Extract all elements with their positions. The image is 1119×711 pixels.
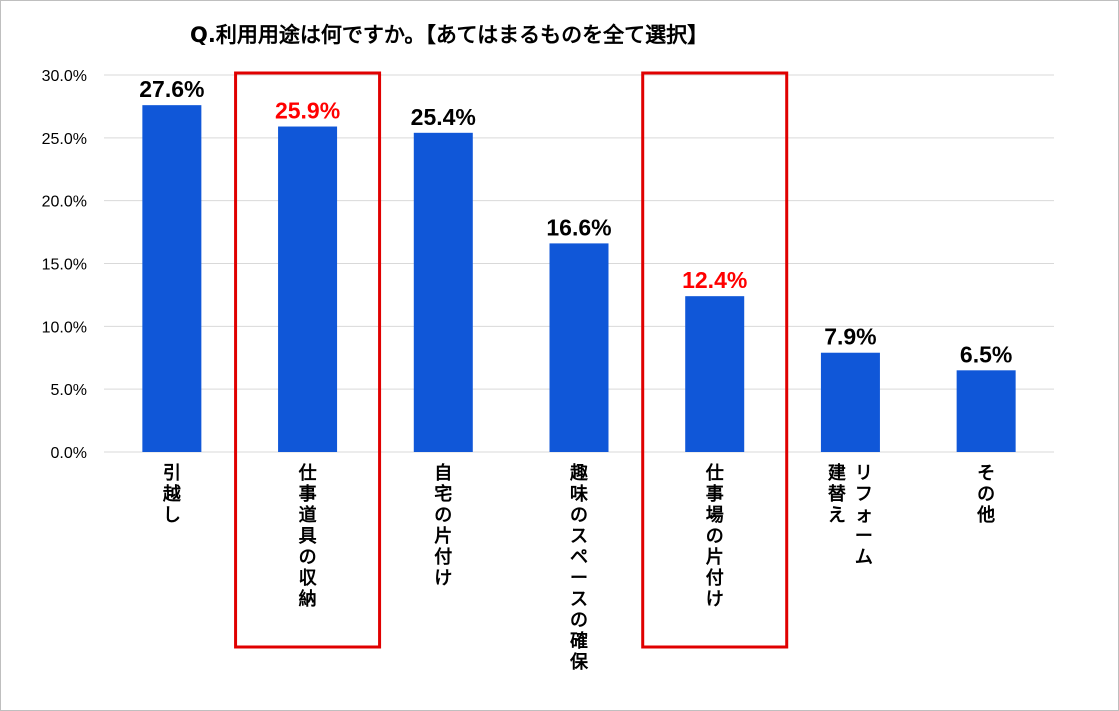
x-category-label: 建替え — [828, 462, 847, 526]
y-tick-label: 0.0% — [51, 445, 87, 462]
data-label: 27.6% — [139, 76, 204, 102]
bar — [278, 126, 338, 453]
x-category-label: 趣味のスペースの確保 — [569, 463, 589, 673]
x-category-label: その他 — [976, 463, 995, 526]
x-category-label: 自宅の片付け — [434, 462, 452, 589]
bar — [820, 352, 880, 452]
y-tick-label: 25.0% — [42, 131, 87, 148]
bar — [956, 370, 1016, 452]
bar — [549, 243, 609, 452]
highlight-box — [641, 71, 789, 649]
bar — [685, 296, 745, 452]
data-label: 16.6% — [546, 214, 611, 240]
x-category-label: 仕事場の片付け — [705, 462, 724, 610]
chart-title: Q.利用用途は何ですか。【あてはまるものを全て選択】 — [190, 23, 708, 47]
bar — [142, 105, 202, 452]
y-tick-label: 15.0% — [42, 257, 87, 274]
y-tick-label: 5.0% — [51, 382, 87, 399]
data-label: 12.4% — [682, 267, 747, 293]
y-tick-label: 30.0% — [42, 68, 87, 85]
highlight-box — [234, 71, 382, 649]
data-label: 7.9% — [824, 324, 876, 350]
x-category-label: 引越し — [162, 463, 182, 526]
data-label: 25.4% — [411, 104, 476, 130]
data-label: 25.9% — [275, 98, 340, 124]
y-tick-label: 20.0% — [42, 194, 87, 211]
x-category-label: 仕事道具の収納 — [298, 462, 318, 610]
bar — [413, 132, 473, 452]
data-label: 6.5% — [960, 341, 1012, 367]
y-tick-label: 10.0% — [42, 319, 87, 336]
x-category-label: リフォーム — [855, 463, 873, 568]
